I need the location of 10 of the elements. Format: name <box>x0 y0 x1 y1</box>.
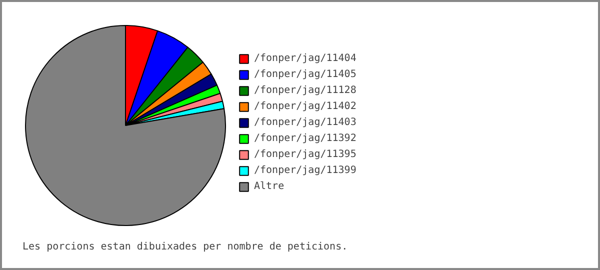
legend-label: /fonper/jag/11395 <box>254 149 356 160</box>
legend-label: /fonper/jag/11392 <box>254 133 356 144</box>
legend-label: /fonper/jag/11128 <box>254 85 356 96</box>
legend-label: /fonper/jag/11404 <box>254 53 356 64</box>
legend-label: /fonper/jag/11399 <box>254 165 356 176</box>
legend-label: /fonper/jag/11403 <box>254 117 356 128</box>
legend-label: /fonper/jag/11405 <box>254 69 356 80</box>
legend-label: /fonper/jag/11402 <box>254 101 356 112</box>
text: Les porcions estan dibuixades per nombre de peticions. <box>22 242 348 252</box>
legend-label: Altre <box>254 181 284 192</box>
